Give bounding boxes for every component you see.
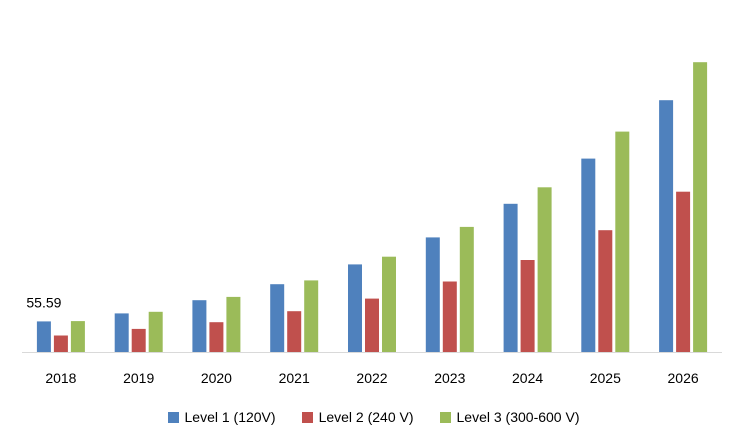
bar-2022-series-2 <box>365 298 379 352</box>
legend-swatch <box>439 411 451 423</box>
bar-2022-series-1 <box>348 264 362 352</box>
bar-2026-series-3 <box>693 62 708 352</box>
bar-2024-series-1 <box>503 203 518 352</box>
bar-2025-series-1 <box>581 158 596 352</box>
x-tick-label: 2025 <box>590 370 621 386</box>
x-tick-label: 2018 <box>45 370 76 386</box>
bar-2026-series-1 <box>659 100 674 352</box>
x-axis-ticks: 2018 2019 2020 2021 2022 2023 2024 2025 2026 <box>45 370 699 386</box>
bar-2021-series-2 <box>287 311 302 352</box>
legend-label: Level 2 (240 V) <box>318 409 414 425</box>
bar-2018-series-1 <box>36 321 51 352</box>
legend-item-2: Level 2 (240 V) <box>301 409 414 425</box>
bar-2022-series-3 <box>382 256 396 352</box>
bars-layer <box>36 62 708 352</box>
x-tick-label: 2021 <box>279 370 310 386</box>
legend-swatch <box>301 411 313 423</box>
x-tick-label: 2023 <box>434 370 465 386</box>
bar-2020-series-1 <box>192 300 207 352</box>
bar-2018-series-3 <box>70 321 85 352</box>
legend-label: Level 3 (300-600 V) <box>456 409 580 425</box>
x-tick-label: 2020 <box>201 370 232 386</box>
bar-2023-series-3 <box>459 226 474 352</box>
data-label: 55.59 <box>26 294 61 310</box>
bar-2020-series-3 <box>226 296 241 352</box>
legend-item-3: Level 3 (300-600 V) <box>439 409 580 425</box>
bar-2018-series-2 <box>53 335 68 352</box>
legend: Level 1 (120V) Level 2 (240 V) Level 3 (30… <box>0 406 747 428</box>
bar-2023-series-1 <box>425 237 440 352</box>
bar-2021-series-3 <box>304 280 319 352</box>
bar-2026-series-2 <box>676 191 691 352</box>
bar-2025-series-2 <box>598 230 613 352</box>
x-tick-label: 2026 <box>668 370 699 386</box>
data-labels: 55.59 <box>26 294 61 310</box>
bar-2020-series-2 <box>209 322 224 352</box>
legend-swatch <box>167 411 179 423</box>
x-tick-label: 2022 <box>356 370 387 386</box>
x-tick-label: 2019 <box>123 370 154 386</box>
bar-2019-series-2 <box>131 328 146 352</box>
bar-2025-series-3 <box>615 131 630 352</box>
x-tick-label: 2024 <box>512 370 543 386</box>
legend-item-1: Level 1 (120V) <box>167 409 276 425</box>
legend-label: Level 1 (120V) <box>184 409 276 425</box>
bar-2019-series-1 <box>114 313 129 352</box>
bar-2023-series-2 <box>442 281 457 352</box>
bar-2019-series-3 <box>148 311 163 352</box>
bar-2024-series-2 <box>520 260 535 352</box>
bar-2021-series-1 <box>270 284 285 352</box>
bar-2024-series-3 <box>537 187 552 352</box>
